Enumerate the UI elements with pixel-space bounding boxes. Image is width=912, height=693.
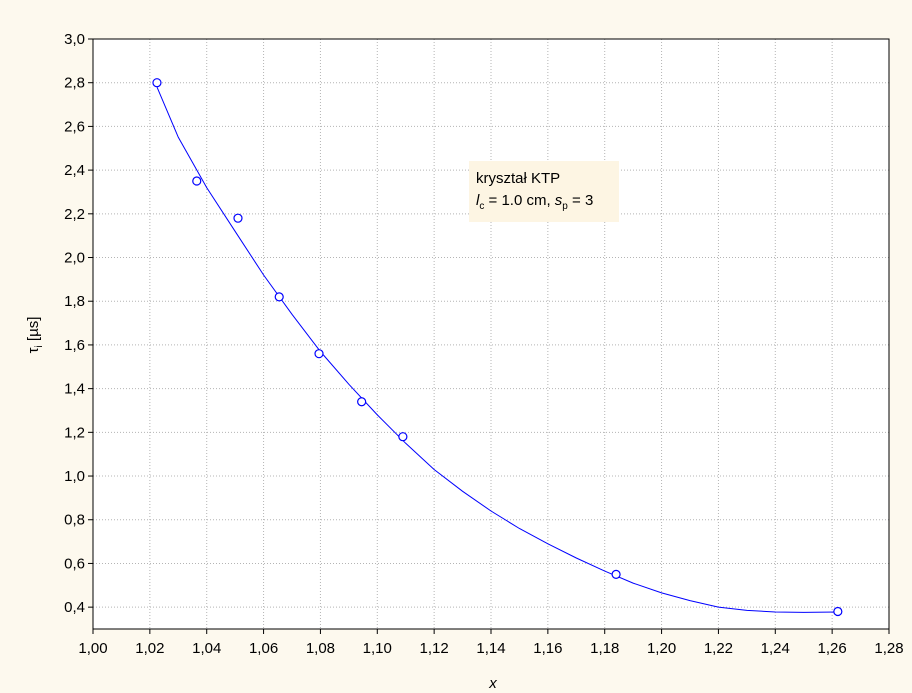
annotation-lc-value: = 1.0 cm, <box>484 192 554 209</box>
annotation-sp-variable: s <box>555 192 563 209</box>
annotation-line-2: lc = 1.0 cm, sp = 3 <box>476 192 593 212</box>
annotation-line-1: kryształ KTP <box>476 170 560 187</box>
annotation-lc-variable: l <box>476 192 480 209</box>
data-point <box>152 78 162 88</box>
x-tick-label: 1,24 <box>761 640 790 657</box>
y-axis-label-subscript: i <box>34 345 45 347</box>
data-points <box>152 78 843 617</box>
x-tick-label: 1,18 <box>590 640 619 657</box>
x-tick-label: 1,22 <box>704 640 733 657</box>
x-axis-ticks: 1,00 1,02 1,04 1,06 1,08 1,10 1,12 1,14 1,16 1,18… <box>78 629 904 657</box>
annotation-background <box>469 161 619 222</box>
data-point <box>357 397 367 407</box>
annotation-sp-subscript: p <box>562 201 568 212</box>
fit-curve <box>156 86 838 613</box>
x-tick-label: 1,20 <box>647 640 676 657</box>
data-point <box>611 569 621 579</box>
y-tick-label: 1,4 <box>64 381 85 398</box>
annotation-sp-value: = 3 <box>568 192 593 209</box>
y-tick-label: 2,0 <box>64 250 85 267</box>
y-tick-label: 2,6 <box>64 118 85 135</box>
fit-curve-layer <box>156 86 838 613</box>
x-tick-label: 1,08 <box>306 640 335 657</box>
y-tick-label: 1,0 <box>64 468 85 485</box>
grid <box>93 39 889 629</box>
y-tick-label: 2,8 <box>64 75 85 92</box>
x-axis-label: x <box>488 675 497 692</box>
y-tick-label: 1,2 <box>64 424 85 441</box>
x-tick-label: 1,14 <box>476 640 505 657</box>
y-axis-ticks: 0,4 0,6 0,8 1,0 1,2 1,4 1,6 1,8 2,0 2,2 2,4 2,6 2,8 3… <box>64 31 93 616</box>
data-point <box>233 213 243 223</box>
x-tick-label: 1,02 <box>135 640 164 657</box>
data-point <box>833 606 843 617</box>
y-tick-label: 0,8 <box>64 512 85 529</box>
y-tick-label: 2,2 <box>64 206 85 223</box>
y-axis-label-symbol: τ <box>25 347 42 353</box>
x-tick-label: 1,00 <box>78 640 107 657</box>
x-tick-label: 1,26 <box>818 640 847 657</box>
data-point <box>314 349 324 359</box>
x-tick-label: 1,12 <box>420 640 449 657</box>
y-axis-label: τi [µs] <box>25 317 45 354</box>
annotation-lc-subscript: c <box>479 201 484 212</box>
annotation-box: kryształ KTP lc = 1.0 cm, sp = 3 <box>469 161 619 222</box>
x-tick-label: 1,16 <box>533 640 562 657</box>
y-axis-label-unit: [µs] <box>25 317 42 346</box>
y-tick-label: 0,6 <box>64 555 85 572</box>
x-tick-label: 1,04 <box>192 640 221 657</box>
x-tick-label: 1,10 <box>363 640 392 657</box>
y-tick-label: 1,6 <box>64 337 85 354</box>
data-point <box>274 292 284 302</box>
y-tick-label: 3,0 <box>64 31 85 48</box>
y-tick-label: 0,4 <box>64 599 85 616</box>
y-tick-label: 2,4 <box>64 162 85 179</box>
y-tick-label: 1,8 <box>64 293 85 310</box>
data-point <box>398 432 408 442</box>
data-point <box>192 176 202 186</box>
x-tick-label: 1,06 <box>249 640 278 657</box>
x-tick-label: 1,28 <box>874 640 903 657</box>
